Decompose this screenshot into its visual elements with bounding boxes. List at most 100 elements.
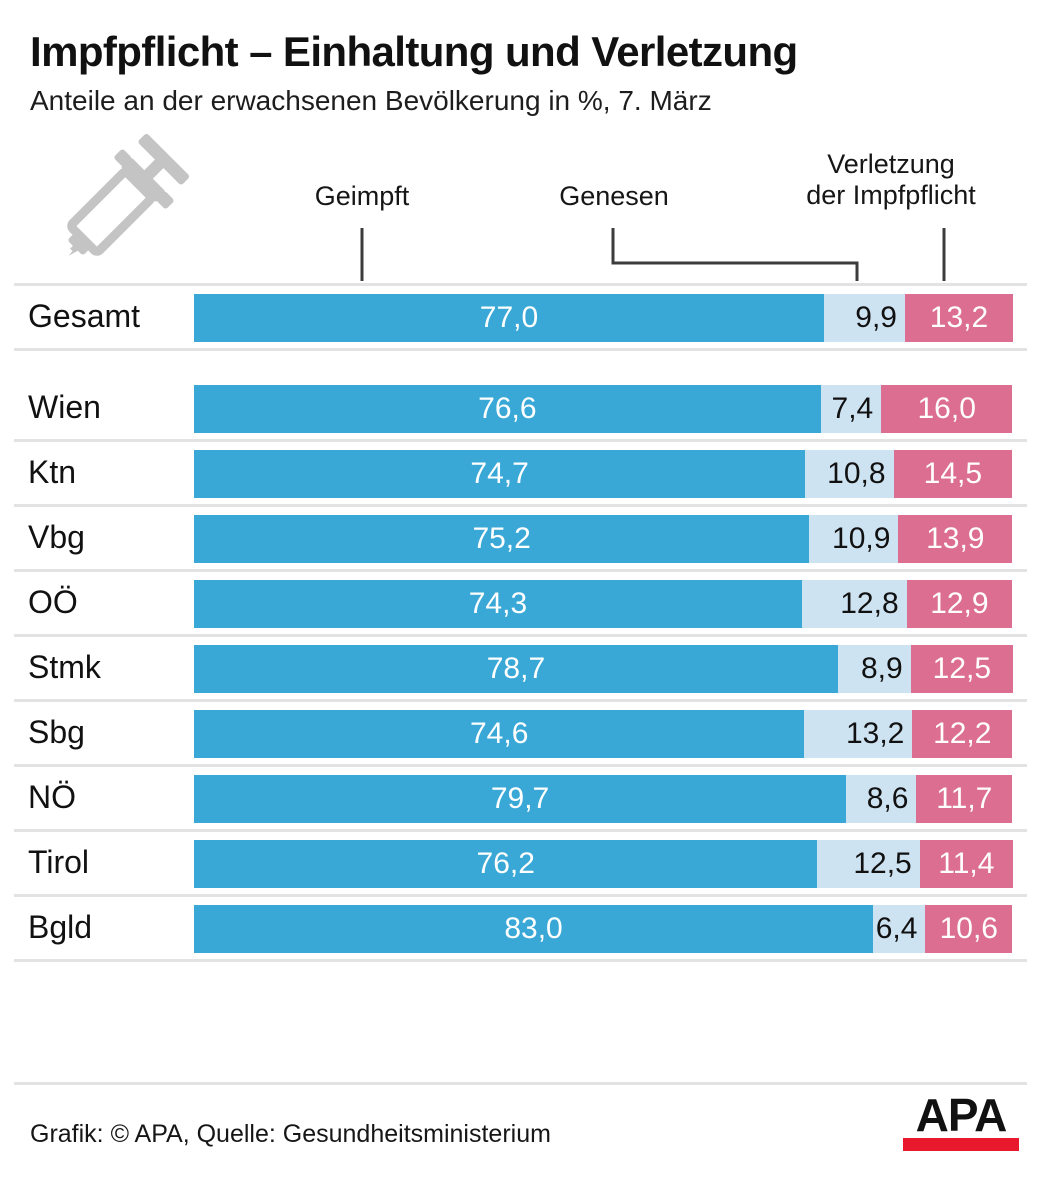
bar-row-label: OÖ bbox=[28, 584, 78, 621]
bar-row-label: Stmk bbox=[28, 649, 101, 686]
bar-segment-vaccinated: 79,7 bbox=[194, 774, 847, 823]
bar-segment-value: 78,7 bbox=[486, 651, 546, 685]
bar-segment-value: 8,9 bbox=[861, 651, 903, 685]
bar-segment-recovered: 8,9 bbox=[837, 644, 911, 693]
bar-segment-vaccinated: 83,0 bbox=[194, 904, 874, 953]
bar-track: 78,7 8,9 12,5 bbox=[194, 644, 1013, 693]
bar-segment-value: 11,7 bbox=[936, 781, 993, 815]
bar-row: Wien 76,6 7,4 16,0 bbox=[0, 377, 1041, 439]
bar-segment-value: 7,4 bbox=[831, 391, 874, 425]
bar-row: Stmk 78,7 8,9 12,5 bbox=[0, 637, 1041, 699]
bar-segment-value: 12,8 bbox=[840, 586, 899, 620]
bar-track: 76,2 12,5 11,4 bbox=[194, 839, 1013, 888]
bar-segment-value: 76,6 bbox=[478, 391, 537, 425]
bar-row: Ktn 74,7 10,8 14,5 bbox=[0, 442, 1041, 504]
bar-segment-value: 83,0 bbox=[504, 911, 563, 945]
row-divider bbox=[14, 282, 1027, 286]
bar-segment-vaccinated: 76,2 bbox=[194, 839, 818, 888]
row-divider bbox=[14, 568, 1027, 572]
legend-label-geimpft: Geimpft bbox=[314, 180, 410, 211]
bar-segment-vaccinated: 74,6 bbox=[194, 709, 805, 758]
legend-label-verletzung-line1: Verletzung bbox=[827, 148, 955, 179]
bar-segment-violation: 11,7 bbox=[916, 774, 1013, 823]
bar-segment-value: 6,4 bbox=[875, 911, 918, 945]
bar-segment-violation: 10,6 bbox=[925, 904, 1013, 953]
bar-track: 74,6 13,2 12,2 bbox=[194, 709, 1013, 758]
bar-track: 74,7 10,8 14,5 bbox=[194, 449, 1013, 498]
apa-logo: APA bbox=[903, 1089, 1019, 1152]
bar-segment-recovered: 7,4 bbox=[820, 384, 882, 433]
bar-segment-value: 10,9 bbox=[832, 521, 891, 555]
row-divider bbox=[14, 828, 1027, 832]
bar-row: Sbg 74,6 13,2 12,2 bbox=[0, 702, 1041, 764]
bar-row-label: Wien bbox=[28, 389, 101, 426]
bar-segment-value: 12,5 bbox=[932, 651, 992, 685]
bar-segment-violation: 16,0 bbox=[881, 384, 1013, 433]
source-note: Grafik: © APA, Quelle: Gesundheitsminist… bbox=[30, 1120, 551, 1148]
bar-track: 75,2 10,9 13,9 bbox=[194, 514, 1013, 563]
footer-divider bbox=[14, 1082, 1027, 1085]
bar-segment-recovered: 12,5 bbox=[817, 839, 920, 888]
bar-track: 74,3 12,8 12,9 bbox=[194, 579, 1013, 628]
bar-segment-vaccinated: 76,6 bbox=[194, 384, 821, 433]
bar-segment-value: 13,9 bbox=[926, 521, 985, 555]
bar-row: Gesamt 77,0 9,9 13,2 bbox=[0, 286, 1041, 348]
bar-row-label: Ktn bbox=[28, 454, 77, 491]
bar-segment-value: 76,2 bbox=[476, 846, 535, 880]
bar-segment-recovered: 8,6 bbox=[846, 774, 917, 823]
bar-segment-vaccinated: 74,3 bbox=[194, 579, 802, 628]
bar-segment-recovered: 10,8 bbox=[805, 449, 894, 498]
bar-segment-vaccinated: 74,7 bbox=[194, 449, 806, 498]
row-divider bbox=[14, 503, 1027, 507]
bar-row-label: Sbg bbox=[28, 714, 85, 751]
bar-segment-value: 14,5 bbox=[923, 456, 983, 490]
legend-label-genesen: Genesen bbox=[559, 180, 669, 211]
bar-row: Vbg 75,2 10,9 13,9 bbox=[0, 507, 1041, 569]
row-divider bbox=[14, 347, 1027, 351]
legend: Geimpft Genesen Verletzung der Impfpflic… bbox=[0, 123, 1041, 283]
bar-segment-value: 12,9 bbox=[930, 586, 989, 620]
bar-segment-vaccinated: 77,0 bbox=[194, 293, 824, 342]
bar-segment-value: 11,4 bbox=[938, 846, 995, 880]
row-spacer bbox=[0, 351, 1041, 377]
bar-segment-value: 8,6 bbox=[866, 781, 909, 815]
page-title: Impfpflicht – Einhaltung und Verletzung bbox=[30, 28, 798, 75]
bar-row-label: Vbg bbox=[28, 519, 85, 556]
bar-segment-violation: 13,9 bbox=[898, 514, 1013, 563]
bar-segment-recovered: 10,9 bbox=[809, 514, 899, 563]
bar-segment-value: 74,3 bbox=[468, 586, 528, 620]
bar-segment-value: 79,7 bbox=[490, 781, 550, 815]
bar-segment-value: 13,2 bbox=[845, 716, 905, 750]
bar-track: 83,0 6,4 10,6 bbox=[194, 904, 1013, 953]
bar-segment-violation: 11,4 bbox=[919, 839, 1013, 888]
bar-segment-violation: 13,2 bbox=[905, 293, 1013, 342]
bar-track: 76,6 7,4 16,0 bbox=[194, 384, 1013, 433]
syringe-icon bbox=[67, 133, 190, 256]
bar-track: 77,0 9,9 13,2 bbox=[194, 293, 1013, 342]
leader-bracket-genesen bbox=[611, 227, 859, 281]
chart-header: Impfpflicht – Einhaltung und Verletzung … bbox=[0, 0, 1041, 117]
legend-label-verletzung-line2: der Impfpflicht bbox=[806, 180, 976, 211]
bar-segment-value: 13,2 bbox=[929, 300, 989, 334]
chart-footer: Grafik: © APA, Quelle: Gesundheitsminist… bbox=[0, 1082, 1041, 1182]
row-divider bbox=[14, 438, 1027, 442]
bar-track: 79,7 8,6 11,7 bbox=[194, 774, 1013, 823]
apa-logo-text: APA bbox=[915, 1089, 1008, 1141]
bar-segment-violation: 12,5 bbox=[910, 644, 1013, 693]
legend-label-verletzung: Verletzung der Impfpflicht bbox=[760, 149, 1022, 212]
bar-segment-value: 10,8 bbox=[827, 456, 886, 490]
bar-row: Tirol 76,2 12,5 11,4 bbox=[0, 832, 1041, 894]
bar-row-label: Tirol bbox=[28, 844, 90, 881]
bar-segment-recovered: 13,2 bbox=[804, 709, 913, 758]
bar-segment-value: 16,0 bbox=[917, 391, 976, 425]
bar-segment-value: 12,2 bbox=[933, 716, 992, 750]
chart-rows: Gesamt 77,0 9,9 13,2 Wien 76,6 7,4 16,0 Ktn 74,7 1… bbox=[0, 282, 1041, 962]
bar-segment-recovered: 9,9 bbox=[824, 293, 905, 342]
bar-row: Bgld 83,0 6,4 10,6 bbox=[0, 897, 1041, 959]
bar-segment-value: 75,2 bbox=[472, 521, 531, 555]
bar-segment-value: 74,7 bbox=[470, 456, 529, 490]
row-divider bbox=[14, 698, 1027, 702]
bar-segment-value: 74,6 bbox=[469, 716, 529, 750]
bar-row-label: Bgld bbox=[28, 909, 93, 946]
bar-row-label: NÖ bbox=[28, 779, 76, 816]
